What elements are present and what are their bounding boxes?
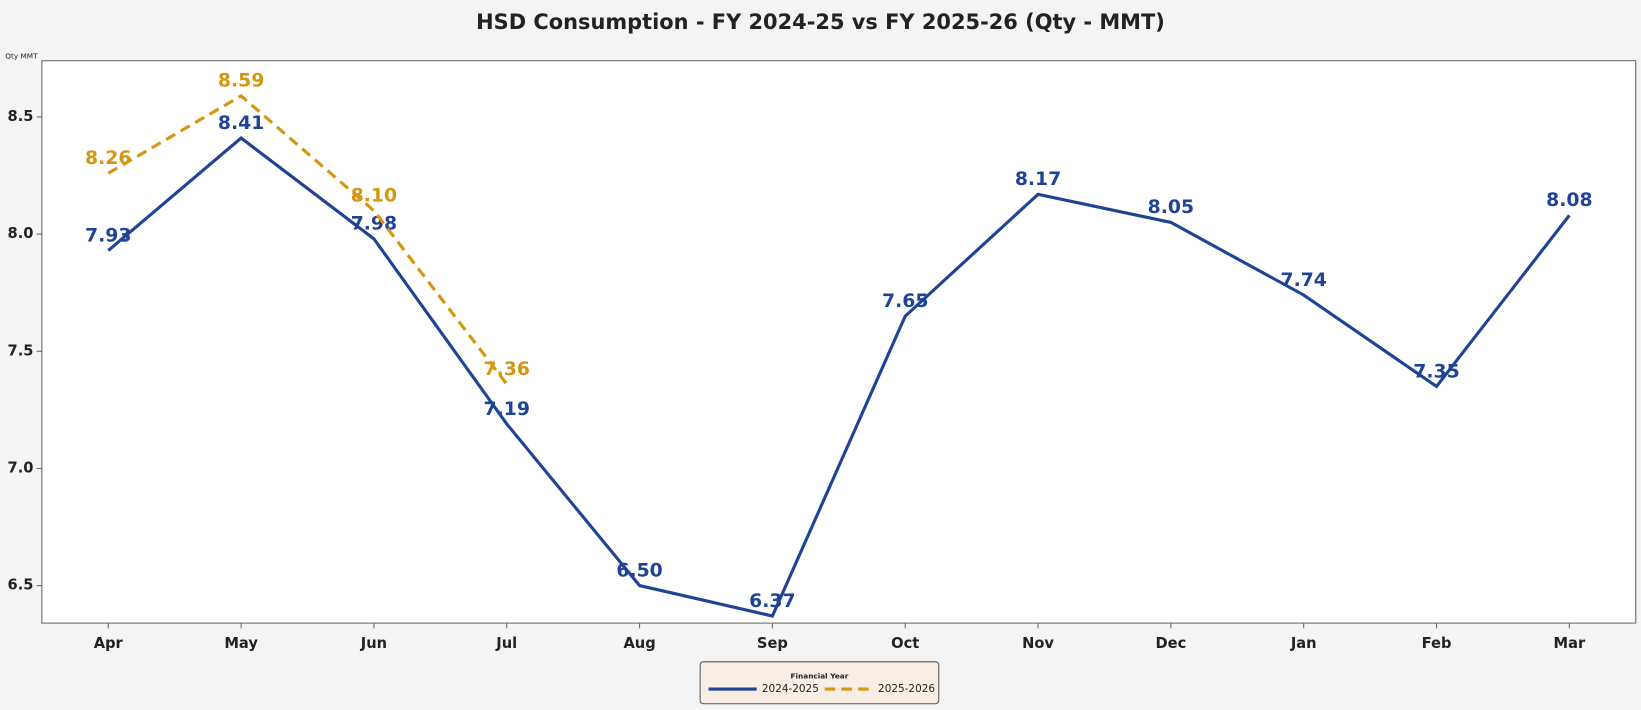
data-label: 8.41 <box>218 113 264 134</box>
data-label: 8.59 <box>218 71 264 92</box>
series-line <box>107 136 1571 618</box>
y-tick-label: 8.5 <box>8 108 34 125</box>
x-tick-label: Sep <box>757 635 788 652</box>
legend-label: 2025-2026 <box>878 683 935 695</box>
data-label: 8.05 <box>1148 197 1194 218</box>
series-line <box>107 93 508 386</box>
legend <box>699 661 940 705</box>
x-tick-label: Oct <box>891 635 919 652</box>
x-tick-label: May <box>224 635 258 652</box>
x-tick-label: Aug <box>623 635 655 652</box>
y-tick-label: 8.0 <box>8 225 34 242</box>
x-tick-label: Jul <box>495 635 517 652</box>
data-label: 8.08 <box>1546 190 1592 211</box>
x-tick-label: Jun <box>360 635 387 652</box>
data-label: 8.17 <box>1015 169 1061 190</box>
legend-title: Financial Year <box>791 671 849 680</box>
legend-label: 2024-2025 <box>762 683 819 695</box>
data-label: 7.74 <box>1280 270 1326 291</box>
y-tick-label: 6.5 <box>8 577 34 594</box>
data-label: 6.37 <box>749 591 795 612</box>
x-tick-label: Jan <box>1290 635 1317 652</box>
plot-area <box>41 60 1637 624</box>
data-label: 8.10 <box>351 186 397 207</box>
x-tick-label: Mar <box>1554 635 1586 652</box>
data-label: 6.50 <box>616 560 662 581</box>
x-tick-label: Nov <box>1022 635 1054 652</box>
x-tick-label: Dec <box>1156 635 1187 652</box>
data-label: 7.35 <box>1413 361 1459 382</box>
data-label: 7.93 <box>85 225 131 246</box>
data-label: 8.26 <box>85 148 131 169</box>
y-tick-label: 7.0 <box>8 459 34 476</box>
x-tick-label: Apr <box>94 635 124 652</box>
data-label: 7.19 <box>484 399 530 420</box>
data-label: 7.65 <box>882 291 928 312</box>
y-tick-label: 7.5 <box>8 342 34 359</box>
chart-title: HSD Consumption - FY 2024-25 vs FY 2025-… <box>476 10 1165 34</box>
y-axis-label: Qty MMT <box>5 52 38 61</box>
data-label: 7.36 <box>484 359 530 380</box>
x-tick-label: Feb <box>1422 635 1452 652</box>
data-label: 7.98 <box>351 214 397 235</box>
